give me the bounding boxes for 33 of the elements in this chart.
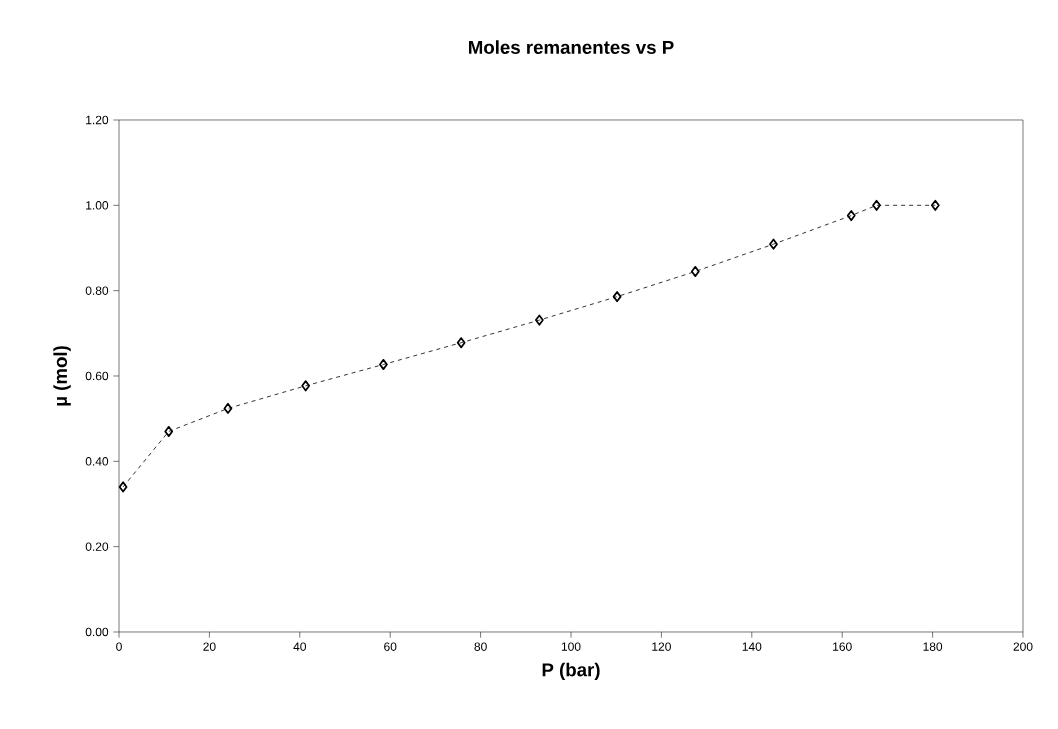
chart-title: Moles remanentes vs P xyxy=(469,40,674,54)
y-tick-label: 0.00 xyxy=(85,627,109,637)
x-axis-title: P (bar) xyxy=(542,662,600,681)
y-tick-label: 0.60 xyxy=(85,371,109,381)
x-tick-label: 200 xyxy=(1013,642,1033,651)
point xyxy=(534,314,544,326)
y-axis-title: µ (mol) xyxy=(53,346,71,406)
x-tick-label: 100 xyxy=(561,642,581,651)
x-tick-label: 140 xyxy=(742,642,762,651)
x-tick-label: 120 xyxy=(652,642,671,651)
y-tick-label: 0.80 xyxy=(85,286,109,295)
point xyxy=(872,199,881,211)
point xyxy=(456,337,466,349)
y-tick-label: 1.00 xyxy=(86,201,109,210)
y-tick-label: 1.20 xyxy=(86,115,109,125)
x-tick-label: 180 xyxy=(923,642,943,651)
x-tick-label: 40 xyxy=(293,642,307,651)
x-tick-label: 160 xyxy=(833,642,852,651)
x-tick-label: 0 xyxy=(116,642,122,651)
x-tick-label: 20 xyxy=(203,642,216,651)
y-tick-label: 0.40 xyxy=(85,457,109,466)
point xyxy=(769,238,778,250)
point xyxy=(846,210,856,222)
point xyxy=(930,199,940,211)
point xyxy=(612,291,622,303)
point xyxy=(690,265,700,277)
x-tick-label: 60 xyxy=(384,642,397,651)
point xyxy=(301,380,311,392)
point xyxy=(118,481,128,493)
y-tick-label: 0.20 xyxy=(85,542,109,551)
point xyxy=(223,402,233,414)
point xyxy=(164,425,174,437)
x-tick-label: 80 xyxy=(474,642,487,651)
